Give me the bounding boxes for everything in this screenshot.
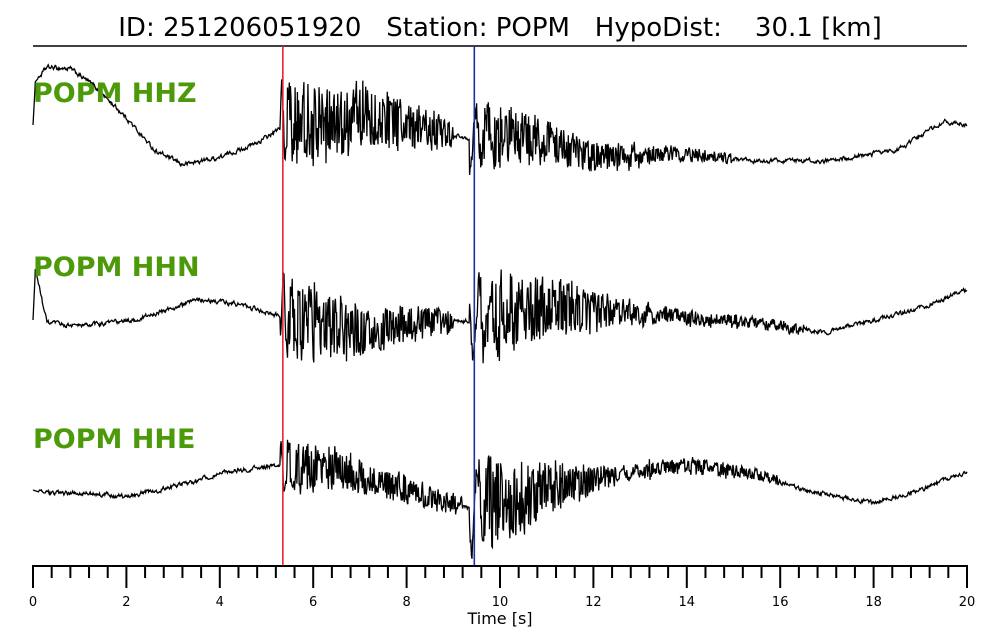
traces-group [32,63,968,559]
x-axis-label: Time [s] [466,609,532,628]
x-tick-label: 6 [309,595,317,610]
x-tick-label: 8 [402,595,410,610]
x-tick-label: 4 [216,595,224,610]
time-axis: 0 2 4 6 8 10 12 14 16 18 20 [29,565,976,610]
x-tick-label: 18 [865,595,882,610]
trace-popm-hhn [32,268,968,364]
trace-label-popm-hhz: POPM HHZ [33,78,197,109]
chart-title: ID: 251206051920 Station: POPM HypoDist:… [118,13,882,43]
trace-label-popm-hhe: POPM HHE [33,424,195,455]
x-tick-label: 20 [959,595,976,610]
x-tick-label: 16 [772,595,789,610]
x-tick-label: 14 [679,595,696,610]
trace-popm-hhz [32,63,968,176]
x-tick-label: 2 [122,595,130,610]
x-tick-label: 0 [29,595,37,610]
phase-markers [282,46,476,566]
x-tick-label: 12 [585,595,602,610]
trace-labels: POPM HHZ POPM HHN POPM HHE [33,78,200,455]
x-tick-label: 10 [492,595,509,610]
trace-label-popm-hhn: POPM HHN [33,252,200,283]
trace-popm-hhe [32,439,968,559]
